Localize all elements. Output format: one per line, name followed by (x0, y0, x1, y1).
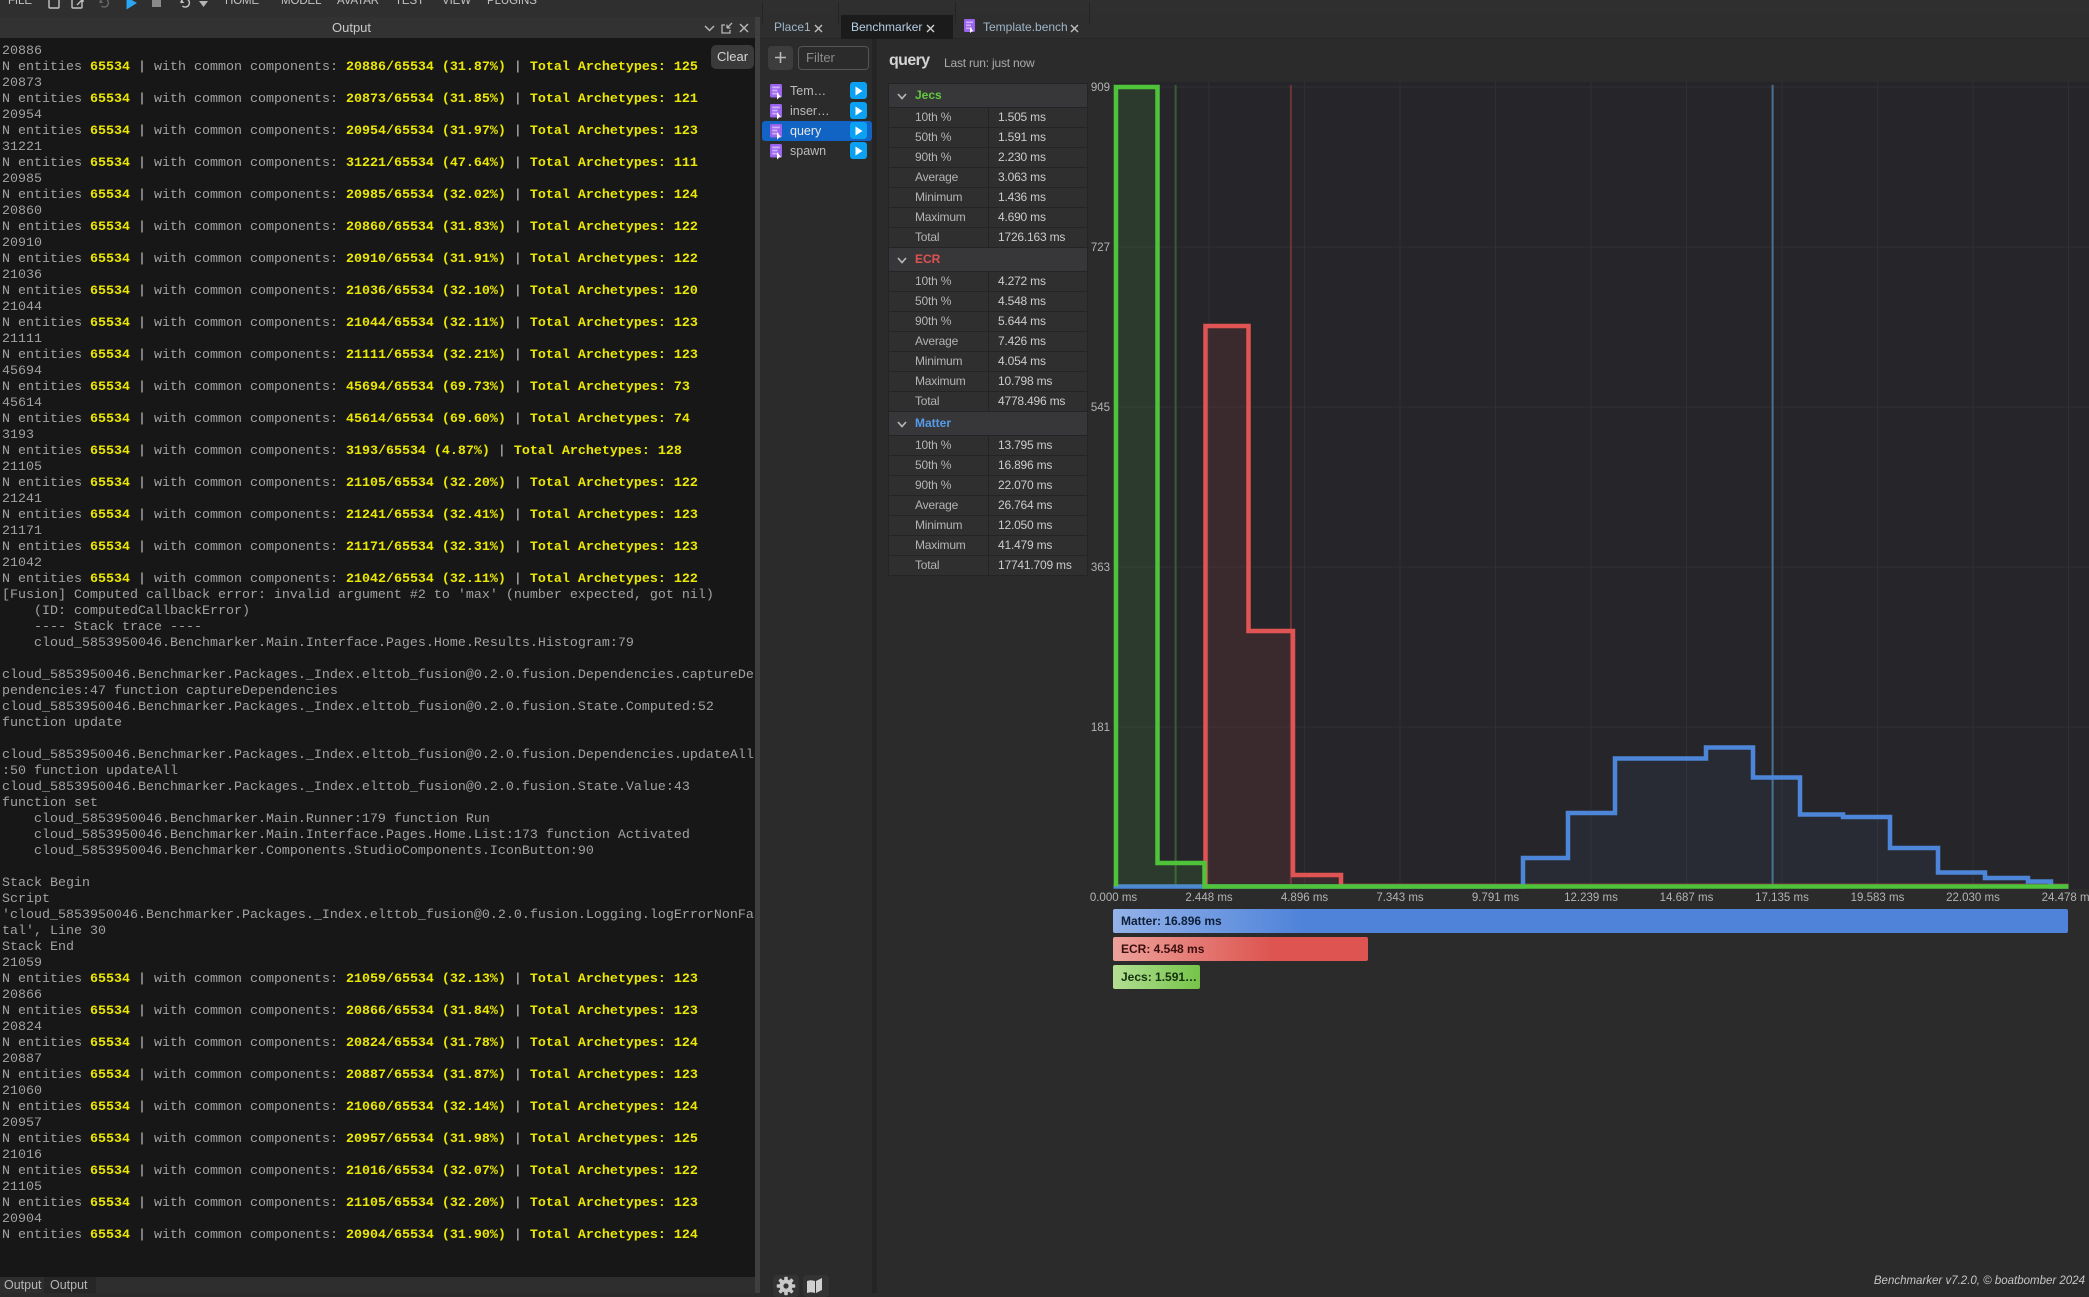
svg-text:24.478 ms: 24.478 ms (2042, 892, 2089, 904)
svg-text:17.135 ms: 17.135 ms (1755, 892, 1809, 904)
svg-text:0.000 ms: 0.000 ms (1090, 892, 1137, 904)
svg-text:363: 363 (1091, 562, 1110, 574)
svg-text:909: 909 (1091, 82, 1110, 94)
svg-text:19.583 ms: 19.583 ms (1851, 892, 1905, 904)
svg-text:727: 727 (1091, 242, 1110, 254)
svg-text:4.896 ms: 4.896 ms (1281, 892, 1329, 904)
svg-text:2.448 ms: 2.448 ms (1185, 892, 1233, 904)
svg-text:7.343 ms: 7.343 ms (1376, 892, 1424, 904)
svg-text:22.030 ms: 22.030 ms (1946, 892, 2000, 904)
svg-text:181: 181 (1091, 722, 1110, 734)
svg-text:12.239 ms: 12.239 ms (1564, 892, 1618, 904)
svg-text:545: 545 (1091, 402, 1110, 414)
svg-text:9.791 ms: 9.791 ms (1472, 892, 1520, 904)
svg-text:14.687 ms: 14.687 ms (1660, 892, 1714, 904)
